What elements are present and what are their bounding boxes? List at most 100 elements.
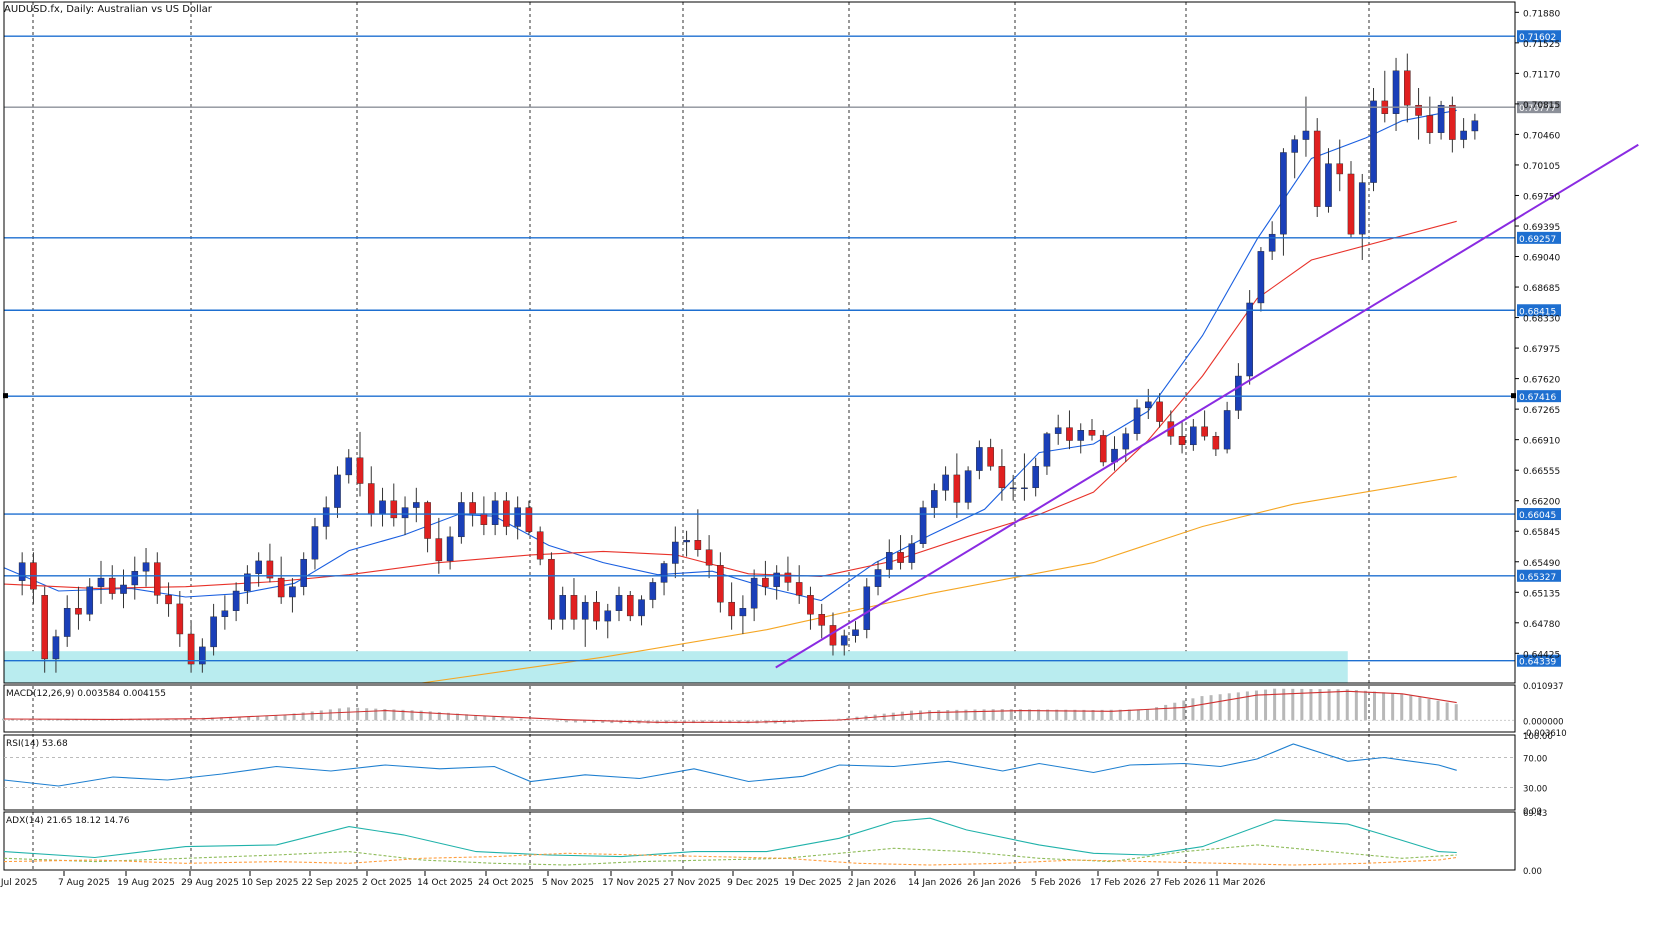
bullish-candle (97, 577, 105, 587)
macd-histogram-bar (1273, 688, 1277, 721)
bullish-candle (1077, 430, 1085, 441)
bearish-candle (998, 466, 1006, 489)
bullish-candle (1437, 104, 1445, 133)
bullish-candle (1043, 433, 1051, 467)
bullish-candle (1268, 233, 1276, 252)
time-tick-label: 28 Jul 2025 (0, 878, 37, 888)
bullish-candle (322, 507, 330, 527)
bullish-candle (1325, 163, 1332, 207)
macd-histogram-bar (937, 710, 941, 721)
macd-histogram-bar (973, 709, 977, 721)
macd-histogram-bar (437, 712, 441, 721)
macd-histogram-bar (1245, 691, 1249, 721)
bullish-candle (1021, 487, 1028, 490)
indicator-tick-label: 0.00 (1523, 807, 1542, 817)
bearish-candle (897, 552, 904, 563)
macd-histogram-bar (1327, 689, 1331, 721)
macd-histogram-bar (1136, 709, 1140, 721)
macd-histogram-bar (1000, 709, 1004, 721)
bullish-candle (244, 573, 251, 592)
macd-histogram-bar (2, 718, 5, 721)
bullish-candle (1471, 120, 1479, 132)
macd-histogram-bar (1264, 689, 1268, 721)
bearish-candle (75, 607, 82, 615)
bearish-candle (1449, 104, 1456, 140)
macd-histogram-bar (1155, 707, 1159, 721)
bearish-candle (548, 558, 555, 620)
bullish-candle (491, 500, 499, 525)
macd-histogram-bar (210, 717, 214, 721)
macd-histogram-bar (946, 709, 950, 721)
rsi-line (3, 743, 1457, 787)
macd-histogram-bar (610, 720, 614, 724)
bearish-candle (1313, 130, 1321, 207)
indicator-label: MACD(12,26,9) 0.003584 0.004155 (6, 689, 166, 699)
level-price-label: 0.69257 (1519, 235, 1556, 245)
macd-histogram-bar (1373, 691, 1376, 721)
macd-histogram-bar (310, 711, 314, 721)
macd-histogram-bar (1100, 709, 1104, 721)
bullish-candle (221, 610, 229, 617)
main-panel-frame (3, 1, 1516, 684)
bearish-candle (435, 538, 443, 562)
macd-histogram-bar (919, 710, 923, 721)
bearish-candle (818, 614, 826, 626)
bullish-candle (311, 526, 319, 560)
macd-histogram-bar (1254, 690, 1258, 721)
indicator-tick-label: 0.000000 (1523, 717, 1564, 727)
bearish-candle (728, 601, 735, 617)
time-tick-label: 10 Sep 2025 (241, 878, 298, 888)
macd-histogram-bar (1118, 709, 1122, 721)
bullish-candle (1392, 70, 1400, 114)
bullish-candle (514, 507, 521, 527)
macd-histogram-bar (1445, 702, 1449, 721)
trendline-layer[interactable] (775, 143, 1639, 669)
bearish-candle (1201, 426, 1208, 437)
bullish-candle (1358, 182, 1366, 235)
indicator-label: RSI(14) 53.68 (6, 739, 68, 749)
level-handle-left (3, 393, 8, 399)
macd-histogram-bar (1091, 709, 1095, 721)
bullish-candle (1054, 427, 1062, 434)
bearish-candle (694, 540, 702, 550)
bullish-candle (1235, 375, 1242, 411)
bearish-candle (41, 595, 48, 660)
macd-histogram-bar (356, 707, 360, 721)
macd-histogram-bar (1009, 709, 1013, 721)
bullish-candle (1122, 433, 1130, 450)
bullish-candle (289, 586, 296, 598)
indicator-panel-frame (3, 734, 1516, 811)
bearish-candle (153, 562, 161, 596)
bearish-candle (1178, 436, 1186, 446)
price-tick-label: 0.70815 (1523, 101, 1560, 111)
bearish-candle (593, 601, 600, 622)
vertical-grid (32, 2, 1370, 870)
horizontal-levels-layer[interactable]: 0.71602 0.70777 0.69257 0.68415 0.67416 0.660… (3, 30, 1561, 668)
macd-histogram-bar (991, 709, 995, 721)
macd-histogram-bar (1037, 709, 1041, 721)
adx-line (3, 844, 1457, 866)
bullish-candle (120, 584, 127, 594)
bearish-candle (705, 549, 713, 566)
macd-histogram-bar (1291, 688, 1295, 721)
price-tick-label: 0.68685 (1523, 284, 1560, 294)
macd-histogram-bar (601, 720, 605, 723)
price-tick-label: 0.65490 (1523, 559, 1560, 569)
macd-histogram-bar (701, 720, 705, 724)
bearish-candle (1426, 115, 1434, 133)
trendline (775, 143, 1639, 669)
macd-histogram-bar (1109, 709, 1113, 721)
time-tick-label: 17 Feb 2026 (1090, 878, 1146, 888)
time-tick-label: 2 Oct 2025 (362, 878, 412, 888)
bullish-candle (345, 457, 353, 476)
indicator-panel-frame (3, 684, 1516, 733)
macd-histogram-bar (682, 720, 686, 724)
bullish-candle (852, 629, 859, 636)
macd-histogram-bar (1018, 709, 1022, 721)
macd-histogram-bar (510, 717, 514, 721)
bearish-candle (1404, 70, 1411, 106)
bearish-candle (717, 565, 724, 603)
macd-histogram-bar (1300, 688, 1304, 721)
bullish-candle (1246, 302, 1253, 377)
level-price-tag (1517, 654, 1561, 667)
